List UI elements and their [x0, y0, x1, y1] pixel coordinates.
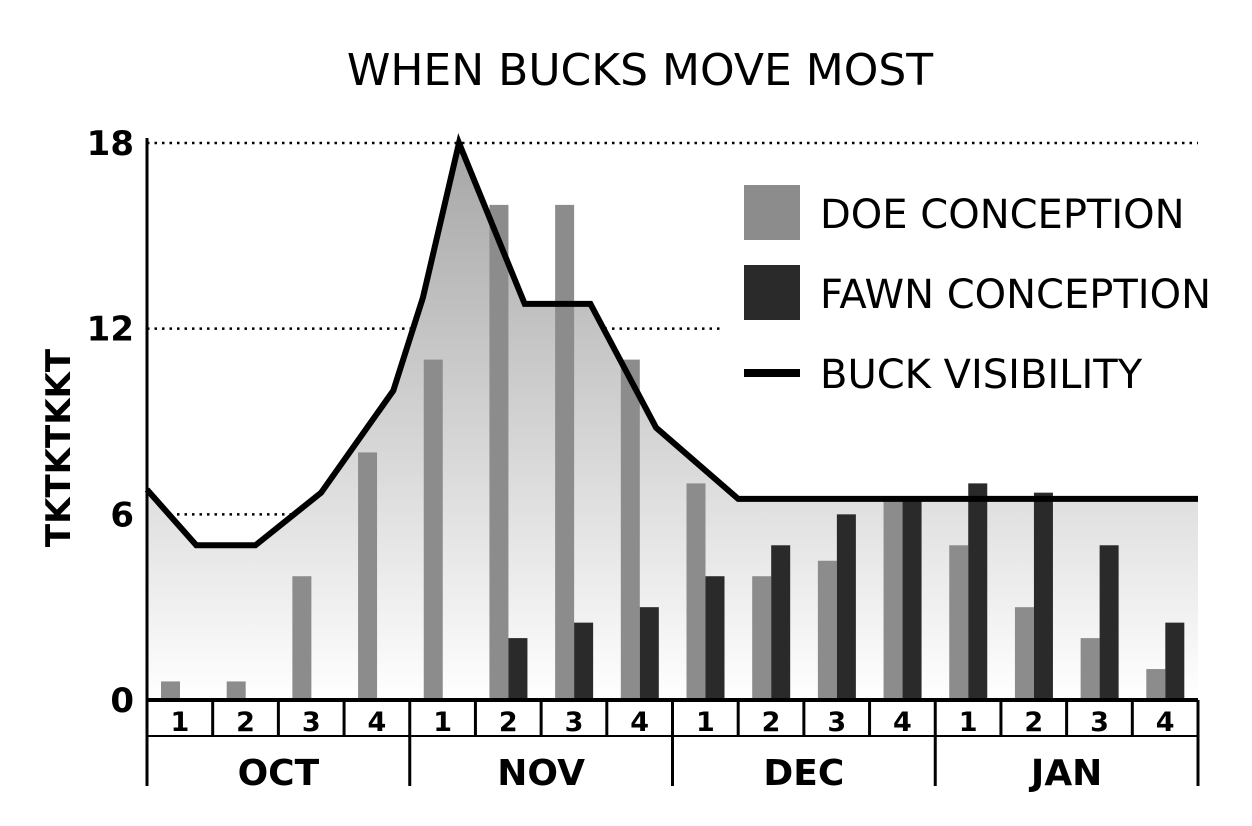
week-tick-label: 3 — [827, 707, 846, 738]
month-label: JAN — [1028, 753, 1102, 794]
doe-conception-bar — [358, 452, 378, 700]
fawn-conception-bar — [639, 607, 659, 700]
y-tick-label: 0 — [110, 681, 134, 721]
week-tick-label: 2 — [499, 707, 518, 738]
week-tick-label: 4 — [368, 707, 387, 738]
month-label: NOV — [497, 753, 585, 794]
week-tick-label: 1 — [433, 707, 452, 738]
doe-conception-bar — [292, 576, 312, 700]
fawn-conception-bar — [574, 622, 594, 700]
week-tick-label: 4 — [893, 707, 912, 738]
doe-conception-bar — [883, 498, 903, 700]
week-tick-label: 1 — [696, 707, 715, 738]
fawn-conception-bar — [1099, 545, 1119, 700]
doe-conception-bar — [1146, 669, 1166, 700]
fawn-conception-bar — [508, 638, 528, 700]
fawn-conception-bar — [1033, 492, 1053, 700]
buck-visibility-area — [147, 143, 1198, 700]
week-tick-label: 2 — [236, 707, 255, 738]
fawn-conception-bar — [902, 498, 922, 700]
fawn-conception-bar — [771, 545, 791, 700]
doe-conception-bar — [620, 359, 640, 700]
doe-conception-bar — [161, 681, 180, 700]
legend-swatch — [744, 265, 800, 320]
doe-conception-bar — [489, 204, 509, 700]
doe-conception-bar — [817, 560, 837, 700]
fawn-conception-bar — [968, 483, 988, 700]
fawn-conception-bar — [705, 576, 725, 700]
fawn-conception-bar — [836, 514, 856, 700]
doe-conception-bar — [226, 681, 246, 700]
doe-conception-bar — [1080, 638, 1100, 700]
chart-title: WHEN BUCKS MOVE MOST — [347, 45, 933, 96]
week-tick-label: 3 — [565, 707, 584, 738]
month-label: OCT — [238, 753, 320, 794]
week-tick-label: 2 — [762, 707, 781, 738]
doe-conception-bar — [1014, 607, 1034, 700]
week-tick-label: 1 — [959, 707, 978, 738]
legend-label: DOE CONCEPTION — [820, 192, 1185, 238]
y-tick-label: 12 — [87, 310, 134, 350]
week-tick-label: 3 — [1090, 707, 1109, 738]
fawn-conception-bar — [1165, 622, 1185, 700]
week-tick-label: 4 — [630, 707, 649, 738]
legend-label: FAWN CONCEPTION — [820, 272, 1211, 318]
doe-conception-bar — [555, 204, 575, 700]
y-tick-label: 18 — [87, 124, 134, 164]
buck-visibility-line — [144, 133, 1198, 549]
month-label: DEC — [763, 753, 844, 794]
legend-label: BUCK VISIBILITY — [820, 352, 1143, 398]
legend-swatch — [744, 185, 800, 240]
doe-conception-bar — [423, 359, 443, 700]
week-tick-label: 4 — [1156, 707, 1175, 738]
week-tick-label: 2 — [1024, 707, 1043, 738]
doe-conception-bar — [949, 545, 969, 700]
y-tick-label: 6 — [110, 495, 134, 535]
week-tick-label: 3 — [302, 707, 321, 738]
doe-conception-bar — [752, 576, 772, 700]
y-axis-label: TKTKTKKT — [39, 348, 79, 547]
legend-swatch — [744, 369, 800, 377]
week-tick-label: 1 — [170, 707, 189, 738]
doe-conception-bar — [686, 483, 706, 700]
